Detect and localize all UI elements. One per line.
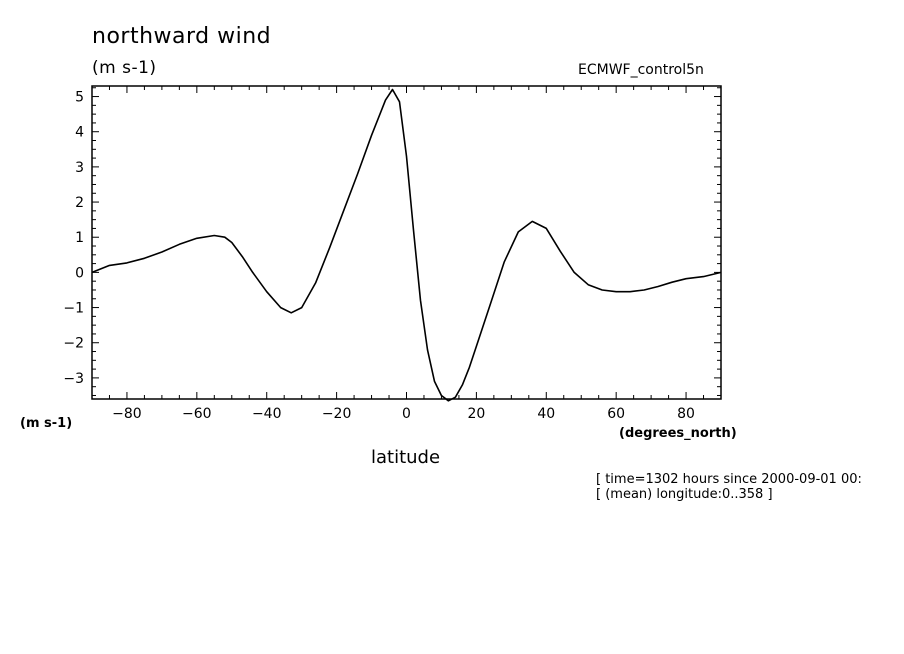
x-axis-label: latitude — [371, 447, 441, 468]
source-label: ECMWF_control5n — [578, 62, 704, 78]
x-tick-label: −80 — [112, 406, 142, 422]
y-tick-label: −3 — [63, 371, 84, 387]
x-tick-label: −40 — [252, 406, 282, 422]
y-tick-label: 1 — [75, 230, 84, 246]
x-tick-label: 80 — [677, 406, 695, 422]
x-tick-label: 40 — [537, 406, 555, 422]
plot-frame — [91, 85, 722, 400]
chart-title: northward wind — [92, 24, 272, 49]
units-label: (m s-1) — [92, 58, 157, 78]
time-note: [ time=1302 hours since 2000-09-01 00: — [596, 472, 862, 487]
y-tick-label: 4 — [75, 125, 84, 141]
longitude-note: [ (mean) longitude:0..358 ] — [596, 487, 773, 502]
y-units-label: (m s-1) — [20, 416, 73, 431]
y-tick-label: 3 — [75, 160, 84, 176]
y-tick-label: −1 — [63, 301, 84, 317]
northward-wind-line — [91, 88, 722, 402]
x-tick-label: 60 — [607, 406, 625, 422]
y-tick-label: 2 — [75, 195, 84, 211]
x-tick-label: 20 — [467, 406, 485, 422]
y-tick-label: 0 — [75, 265, 84, 281]
x-tick-label: 0 — [402, 406, 411, 422]
x-units-label: (degrees_north) — [619, 426, 737, 441]
x-tick-label: −60 — [182, 406, 212, 422]
y-tick-label: −2 — [63, 336, 84, 352]
y-tick-label: 5 — [75, 90, 84, 106]
x-tick-label: −20 — [322, 406, 352, 422]
